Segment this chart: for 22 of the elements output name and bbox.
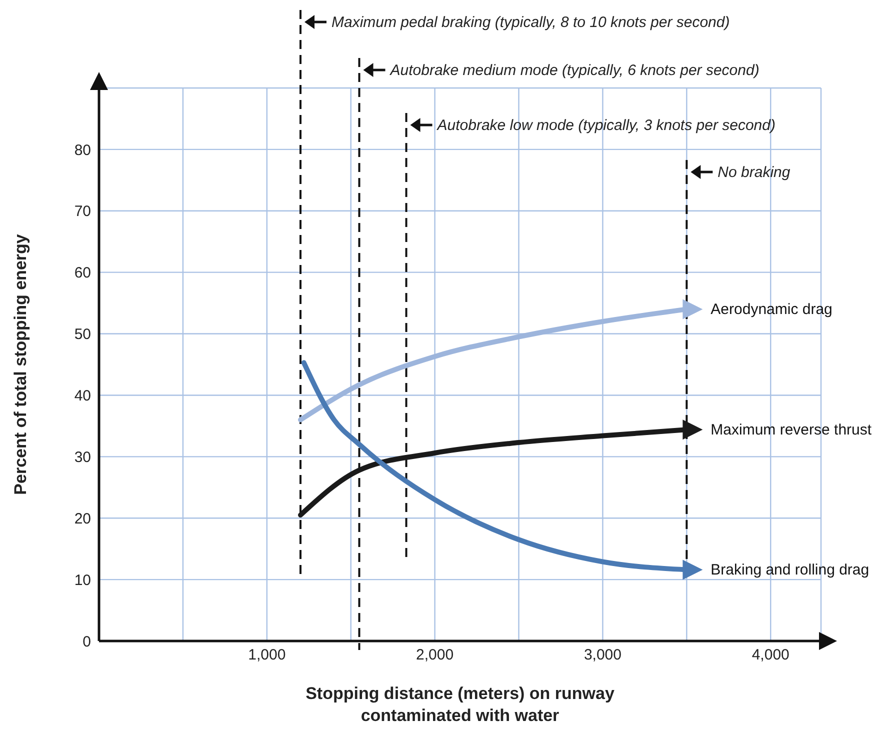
- x-tick-label: 3,000: [584, 646, 622, 664]
- y-tick-label: 10: [74, 572, 91, 589]
- x-tick-label: 1,000: [248, 646, 286, 664]
- y-tick-label: 60: [74, 264, 91, 282]
- y-axis-title: Percent of total stopping energy: [11, 234, 30, 495]
- series-label: Aerodynamic drag: [710, 301, 832, 318]
- y-tick-label: 70: [74, 203, 91, 220]
- y-tick-label: 0: [82, 633, 91, 650]
- y-tick-label: 80: [74, 142, 91, 159]
- ref-line-label: No braking: [718, 164, 791, 181]
- y-tick-label: 30: [74, 448, 91, 466]
- x-axis-title: Stopping distance (meters) on runway contaminated with water: [304, 683, 616, 727]
- y-tick-label: 50: [74, 326, 91, 344]
- x-tick-label: 2,000: [416, 646, 454, 664]
- series-label: Maximum reverse thrust: [710, 422, 872, 439]
- y-tick-label: 40: [74, 388, 91, 405]
- x-tick-label: 4,000: [752, 646, 790, 664]
- y-tick-label: 20: [74, 510, 91, 528]
- ref-line-label: Maximum pedal braking (typically, 8 to 10 knots per second): [331, 14, 730, 31]
- ref-line-label: Autobrake medium mode (typically, 6 knots per second): [389, 62, 760, 79]
- ref-line-label: Autobrake low mode (typically, 3 knots per second): [436, 117, 776, 134]
- series-label: Braking and rolling drag: [710, 562, 870, 579]
